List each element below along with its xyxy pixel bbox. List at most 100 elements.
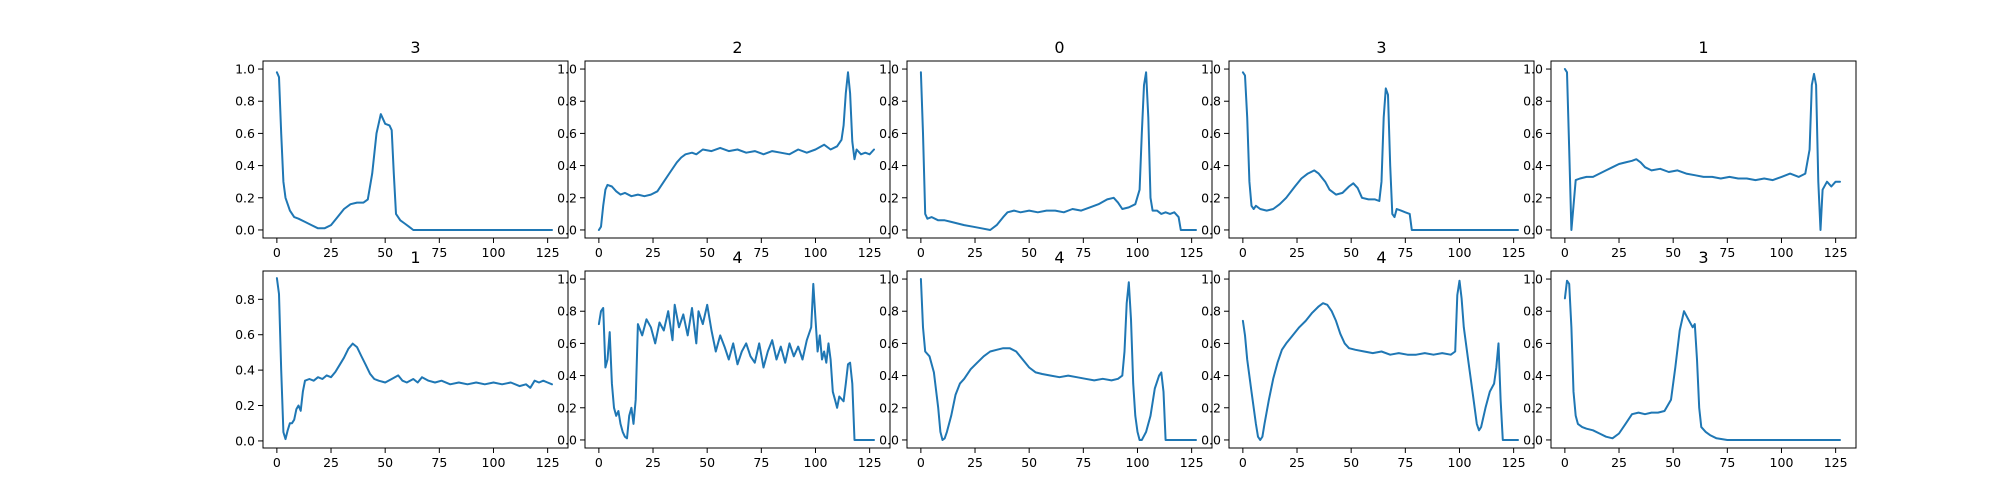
- x-tick-label: 125: [536, 245, 560, 260]
- x-tick-label: 75: [1719, 455, 1735, 470]
- x-tick-label: 125: [858, 455, 882, 470]
- axes-frame: [584, 270, 891, 449]
- x-tick-label: 0: [1561, 455, 1569, 470]
- subplot-4: 3 0 25 50 75 100 125 0.0 0.2 0.4 0.6 0.8 1.0: [1201, 38, 1535, 260]
- subplot-title: 4: [732, 248, 742, 267]
- y-tick-label: 0.6: [1523, 126, 1543, 141]
- x-tick-label: 75: [1075, 245, 1091, 260]
- x-tick-label: 75: [431, 245, 447, 260]
- y-tick-label: 0.6: [1523, 336, 1543, 351]
- axes-frame: [1228, 60, 1535, 239]
- y-tick-label: 1.0: [557, 272, 577, 287]
- y-tick-label: 0.6: [879, 336, 899, 351]
- x-tick-label: 50: [1343, 245, 1359, 260]
- subplot-3: 0 0 25 50 75 100 125 0.0 0.2 0.4 0.6 0.8 1.0: [879, 38, 1213, 260]
- y-tick-label: 0.0: [1523, 432, 1543, 447]
- x-tick-label: 75: [1075, 455, 1091, 470]
- y-tick-label: 0.2: [557, 190, 577, 205]
- x-tick-label: 100: [1126, 455, 1150, 470]
- x-tick-label: 25: [323, 455, 339, 470]
- x-tick-label: 25: [323, 245, 339, 260]
- subplot-10: 3 0 25 50 75 100 125 0.0 0.2 0.4 0.6 0.8 1.0: [1523, 248, 1857, 470]
- axes-frame: [584, 60, 891, 239]
- y-tick-label: 1.0: [1523, 62, 1543, 77]
- x-tick-label: 0: [595, 245, 603, 260]
- x-tick-label: 75: [753, 245, 769, 260]
- x-tick-label: 50: [377, 245, 393, 260]
- x-tick-label: 125: [536, 455, 560, 470]
- x-tick-label: 50: [1021, 455, 1037, 470]
- y-tick-label: 0.6: [235, 126, 255, 141]
- x-tick-label: 50: [377, 455, 393, 470]
- series-line: [1563, 68, 1841, 231]
- series-line: [597, 282, 875, 441]
- axes-frame: [906, 270, 1213, 449]
- x-tick-label: 25: [1289, 245, 1305, 260]
- x-tick-label: 0: [273, 455, 281, 470]
- y-tick-label: 0.2: [1201, 400, 1221, 415]
- x-tick-label: 25: [1611, 245, 1627, 260]
- y-tick-label: 0.6: [1201, 336, 1221, 351]
- y-tick-label: 0.8: [235, 94, 255, 109]
- axes-frame: [906, 60, 1213, 239]
- y-tick-label: 0.2: [879, 190, 899, 205]
- series-line: [919, 278, 1197, 441]
- y-tick-label: 0.2: [1523, 400, 1543, 415]
- y-tick-label: 0.8: [1201, 304, 1221, 319]
- x-tick-label: 100: [1448, 455, 1472, 470]
- x-tick-label: 100: [482, 245, 506, 260]
- subplot-7: 4 0 25 50 75 100 125 0.0 0.2 0.4 0.6 0.8 1.0: [557, 248, 891, 470]
- subplot-6: 1 0 25 50 75 100 125 0.0 0.2 0.4 0.6 0.8: [235, 248, 569, 470]
- y-tick-label: 0.0: [879, 432, 899, 447]
- axes-frame: [1550, 60, 1857, 239]
- x-tick-label: 50: [1343, 455, 1359, 470]
- x-tick-label: 0: [917, 455, 925, 470]
- y-tick-label: 0.4: [557, 368, 577, 383]
- x-tick-label: 75: [431, 455, 447, 470]
- y-tick-label: 1.0: [235, 62, 255, 77]
- y-tick-label: 0.2: [1523, 190, 1543, 205]
- y-tick-label: 0.4: [1523, 158, 1543, 173]
- y-tick-label: 0.4: [1523, 368, 1543, 383]
- x-tick-label: 100: [482, 455, 506, 470]
- y-tick-label: 0.6: [557, 126, 577, 141]
- y-tick-label: 0.8: [235, 292, 255, 307]
- x-tick-label: 100: [804, 245, 828, 260]
- axes-frame: [1550, 270, 1857, 449]
- x-tick-label: 0: [1561, 245, 1569, 260]
- x-tick-label: 100: [1126, 245, 1150, 260]
- axes-frame: [262, 60, 569, 239]
- series-line: [919, 71, 1197, 231]
- y-tick-label: 0.0: [879, 222, 899, 237]
- x-tick-label: 75: [1397, 245, 1413, 260]
- x-tick-label: 0: [1239, 245, 1247, 260]
- y-tick-label: 0.8: [879, 304, 899, 319]
- subplot-title: 3: [1698, 248, 1708, 267]
- y-tick-label: 0.6: [235, 327, 255, 342]
- y-tick-label: 0.2: [235, 398, 255, 413]
- x-tick-label: 125: [1502, 455, 1526, 470]
- y-tick-label: 0.6: [1201, 126, 1221, 141]
- y-tick-label: 0.8: [879, 94, 899, 109]
- x-tick-label: 100: [804, 455, 828, 470]
- y-tick-label: 1.0: [1201, 272, 1221, 287]
- x-tick-label: 100: [1770, 455, 1794, 470]
- x-tick-label: 25: [1611, 455, 1627, 470]
- y-tick-label: 0.4: [1201, 368, 1221, 383]
- y-tick-label: 0.4: [1201, 158, 1221, 173]
- y-tick-label: 1.0: [1201, 62, 1221, 77]
- series-line: [275, 277, 553, 441]
- y-tick-label: 0.0: [1201, 222, 1221, 237]
- x-tick-label: 0: [273, 245, 281, 260]
- y-tick-label: 0.2: [557, 400, 577, 415]
- axes-frame: [262, 270, 569, 449]
- x-tick-label: 0: [1239, 455, 1247, 470]
- series-line: [275, 71, 553, 231]
- x-tick-label: 75: [1719, 245, 1735, 260]
- x-tick-label: 25: [645, 455, 661, 470]
- x-tick-label: 25: [967, 455, 983, 470]
- x-tick-label: 25: [1289, 455, 1305, 470]
- axes-frame: [1228, 270, 1535, 449]
- x-tick-label: 50: [1665, 455, 1681, 470]
